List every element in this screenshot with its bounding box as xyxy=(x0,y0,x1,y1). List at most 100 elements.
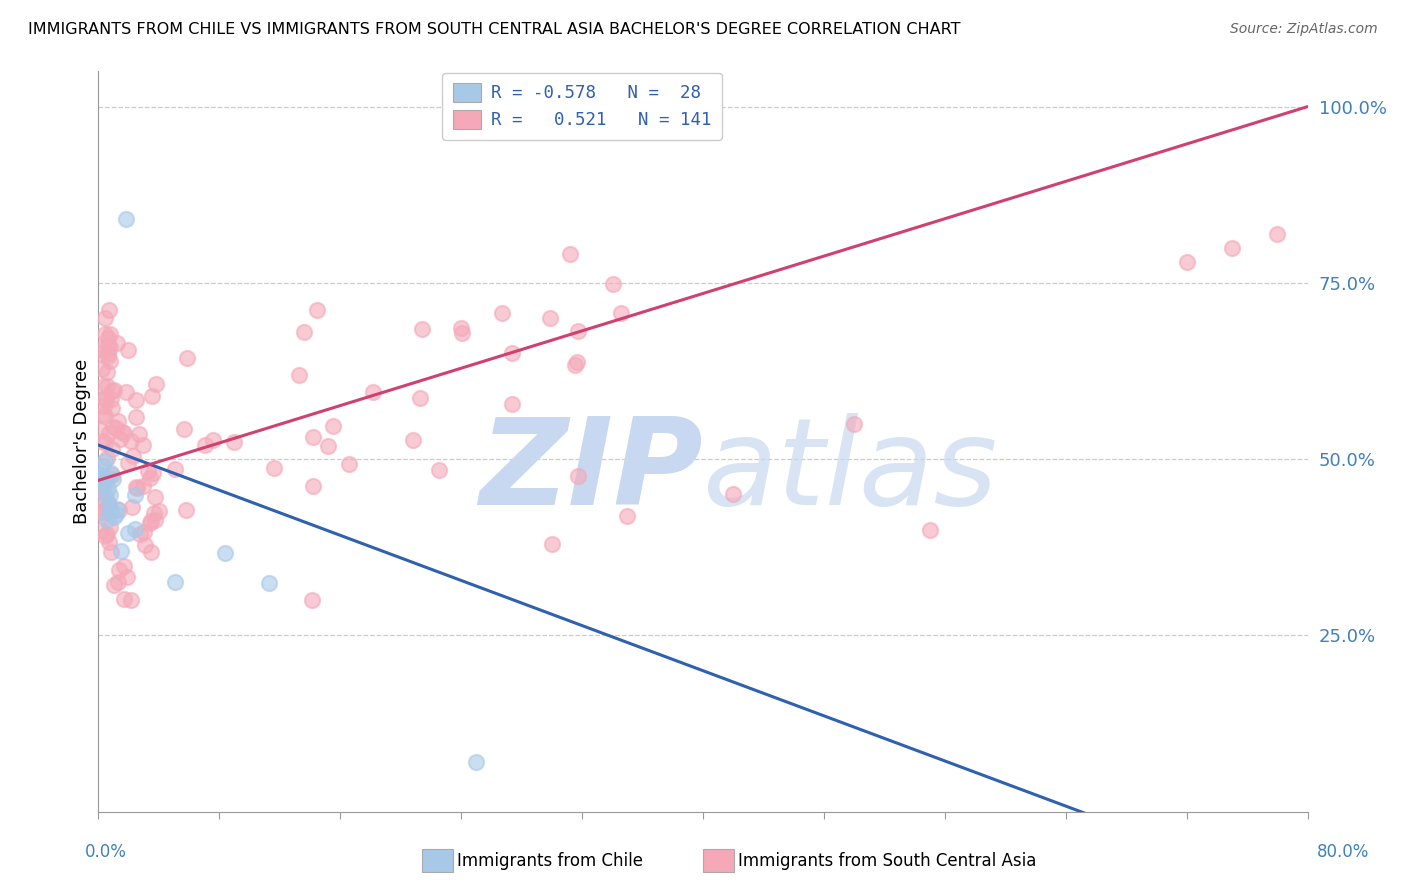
Point xyxy=(103,578,125,592)
Point xyxy=(202,433,225,447)
Point xyxy=(117,456,139,470)
Point xyxy=(94,501,117,516)
Point xyxy=(103,383,125,397)
Point xyxy=(125,410,148,425)
Point xyxy=(94,489,117,503)
Point xyxy=(361,385,384,400)
Text: Immigrants from Chile: Immigrants from Chile xyxy=(457,852,643,870)
Point xyxy=(93,472,115,486)
Point xyxy=(567,469,589,483)
Point xyxy=(139,515,162,529)
Point xyxy=(427,463,450,477)
Point xyxy=(97,338,120,352)
Point xyxy=(222,435,245,450)
Point xyxy=(93,399,115,413)
Text: 0.0%: 0.0% xyxy=(84,843,127,861)
Point xyxy=(450,326,472,340)
Point xyxy=(96,379,118,393)
Point xyxy=(96,527,118,541)
Point xyxy=(1267,227,1289,241)
Point xyxy=(98,354,121,368)
Point xyxy=(96,365,118,379)
Point xyxy=(322,419,344,434)
Point xyxy=(565,355,588,369)
Point xyxy=(101,442,124,456)
Point xyxy=(616,508,638,523)
Point xyxy=(90,506,112,520)
Point xyxy=(98,340,121,354)
Point xyxy=(292,325,315,339)
Point xyxy=(94,310,117,325)
Point xyxy=(124,522,146,536)
Point xyxy=(91,458,114,473)
Point xyxy=(214,546,236,560)
Point xyxy=(89,468,111,483)
Point xyxy=(112,558,135,573)
Point xyxy=(844,417,866,431)
Point xyxy=(101,419,124,434)
Point xyxy=(129,526,152,541)
Point xyxy=(141,544,163,558)
Text: ZIP: ZIP xyxy=(479,413,703,530)
Point xyxy=(411,322,433,336)
Point xyxy=(132,438,155,452)
Point xyxy=(501,397,523,411)
Point xyxy=(97,349,120,363)
Point xyxy=(100,505,122,519)
Point xyxy=(301,429,323,443)
Point xyxy=(194,438,217,452)
Point xyxy=(465,756,488,770)
Point xyxy=(163,575,186,590)
Point xyxy=(173,422,195,436)
Point xyxy=(558,247,581,261)
Point xyxy=(90,524,112,538)
Point xyxy=(540,537,562,551)
Point xyxy=(97,496,120,510)
Point xyxy=(98,303,121,318)
Point xyxy=(111,425,134,439)
Point xyxy=(134,538,156,552)
Point xyxy=(112,425,135,440)
Point xyxy=(263,461,285,475)
Point xyxy=(143,490,166,504)
Point xyxy=(143,506,166,520)
Point xyxy=(104,507,127,521)
Point xyxy=(165,462,187,476)
Point xyxy=(120,593,142,607)
Point xyxy=(98,499,121,513)
Point xyxy=(94,529,117,543)
Text: 80.0%: 80.0% xyxy=(1316,843,1369,861)
Point xyxy=(107,575,129,590)
Point xyxy=(110,544,132,558)
Point xyxy=(138,471,160,485)
Point xyxy=(125,480,148,494)
Point xyxy=(93,496,115,510)
Point xyxy=(301,593,323,607)
Point xyxy=(98,520,121,534)
Point xyxy=(100,384,122,399)
Point xyxy=(91,434,114,449)
Point xyxy=(94,409,117,423)
Point xyxy=(287,368,309,383)
Point xyxy=(302,479,325,493)
Point xyxy=(96,451,118,466)
Point xyxy=(257,575,280,590)
Point xyxy=(107,503,129,517)
Point xyxy=(105,502,128,516)
Point xyxy=(97,481,120,495)
Point xyxy=(602,277,624,291)
Point xyxy=(1220,241,1243,255)
Point xyxy=(101,468,124,483)
Point xyxy=(134,524,156,539)
Point xyxy=(121,449,143,463)
Point xyxy=(105,336,128,351)
Text: IMMIGRANTS FROM CHILE VS IMMIGRANTS FROM SOUTH CENTRAL ASIA BACHELOR'S DEGREE CO: IMMIGRANTS FROM CHILE VS IMMIGRANTS FROM… xyxy=(28,22,960,37)
Point xyxy=(142,466,165,480)
Point xyxy=(450,321,472,335)
Point xyxy=(96,513,118,527)
Point xyxy=(316,439,339,453)
Point xyxy=(94,326,117,341)
Point xyxy=(148,504,170,518)
Point xyxy=(96,392,118,407)
Point xyxy=(100,545,122,559)
